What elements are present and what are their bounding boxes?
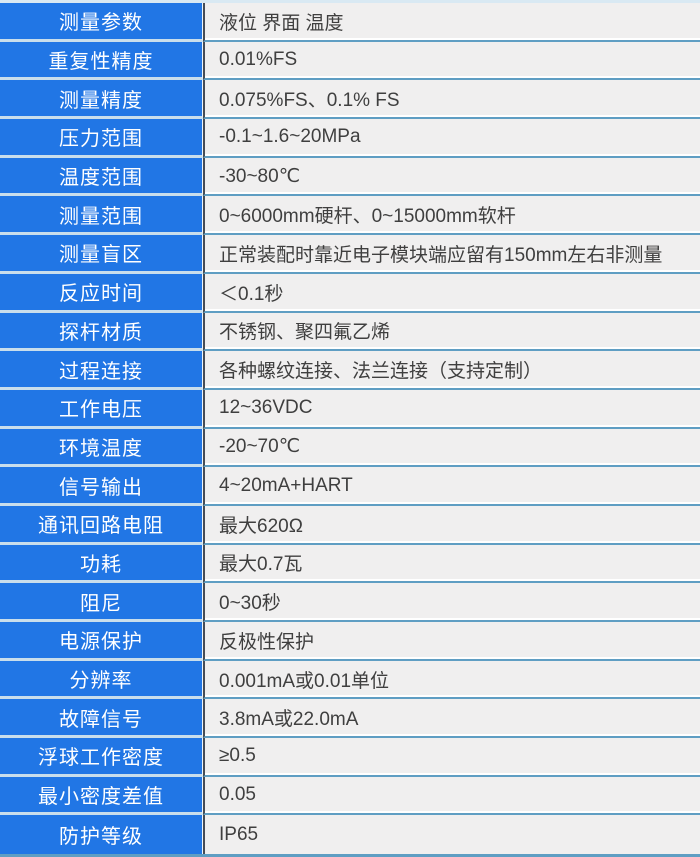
spec-value-cell: 液位 界面 温度 xyxy=(203,3,700,42)
spec-label-cell: 测量盲区 xyxy=(0,235,203,274)
spec-label-cell: 功耗 xyxy=(0,544,203,584)
spec-label-cell: 压力范围 xyxy=(0,119,203,158)
spec-label-cell: 环境温度 xyxy=(0,428,203,468)
table-row: 测量范围 0~6000mm硬杆、0~15000mm软杆 xyxy=(0,196,700,236)
table-row: 通讯回路电阻 最大620Ω xyxy=(0,505,700,545)
table-row: 反应时间 ＜0.1秒 xyxy=(0,273,700,313)
spec-value-cell: 12~36VDC xyxy=(203,389,700,429)
spec-value-cell: 0.05 xyxy=(203,776,700,816)
spec-value-cell: -0.1~1.6~20MPa xyxy=(203,119,700,158)
spec-label-cell: 阻尼 xyxy=(0,583,203,622)
table-row: 过程连接 各种螺纹连接、法兰连接（支持定制） xyxy=(0,351,700,390)
spec-label-cell: 故障信号 xyxy=(0,699,203,739)
spec-value-cell: 0.075%FS、0.1% FS xyxy=(203,80,700,120)
spec-label-cell: 工作电压 xyxy=(0,389,203,429)
spec-label-cell: 测量范围 xyxy=(0,196,203,236)
spec-value-cell: 0.001mA或0.01单位 xyxy=(203,660,700,700)
table-row: 防护等级 IP65 xyxy=(0,815,700,855)
spec-label-cell: 通讯回路电阻 xyxy=(0,505,203,545)
table-row: 故障信号 3.8mA或22.0mA xyxy=(0,699,700,739)
spec-value-cell: ＜0.1秒 xyxy=(203,273,700,313)
spec-label-cell: 测量精度 xyxy=(0,80,203,120)
spec-value-cell: 最大0.7瓦 xyxy=(203,544,700,584)
spec-label-cell: 分辨率 xyxy=(0,660,203,700)
table-row: 环境温度 -20~70℃ xyxy=(0,428,700,468)
spec-value-cell: 正常装配时靠近电子模块端应留有150mm左右非测量 xyxy=(203,235,700,274)
spec-value-cell: 4~20mA+HART xyxy=(203,467,700,506)
spec-label-cell: 浮球工作密度 xyxy=(0,738,203,777)
table-row: 测量精度 0.075%FS、0.1% FS xyxy=(0,80,700,120)
spec-value-cell: 各种螺纹连接、法兰连接（支持定制） xyxy=(203,351,700,390)
spec-label-cell: 防护等级 xyxy=(0,815,203,855)
table-row: 电源保护 反极性保护 xyxy=(0,622,700,661)
table-row: 压力范围 -0.1~1.6~20MPa xyxy=(0,119,700,158)
spec-value-cell: IP65 xyxy=(203,815,700,855)
spec-label-cell: 电源保护 xyxy=(0,622,203,661)
spec-label-cell: 过程连接 xyxy=(0,351,203,390)
spec-label-cell: 最小密度差值 xyxy=(0,776,203,816)
table-row: 工作电压 12~36VDC xyxy=(0,389,700,429)
spec-value-cell: -20~70℃ xyxy=(203,428,700,468)
table-row: 探杆材质 不锈钢、聚四氟乙烯 xyxy=(0,312,700,352)
spec-label-cell: 信号输出 xyxy=(0,467,203,506)
table-row: 测量参数 液位 界面 温度 xyxy=(0,3,700,42)
spec-value-cell: 最大620Ω xyxy=(203,505,700,545)
spec-value-cell: 0.01%FS xyxy=(203,41,700,81)
table-row: 测量盲区 正常装配时靠近电子模块端应留有150mm左右非测量 xyxy=(0,235,700,274)
spec-label-cell: 温度范围 xyxy=(0,157,203,197)
spec-label-cell: 探杆材质 xyxy=(0,312,203,352)
spec-label-cell: 测量参数 xyxy=(0,3,203,42)
table-row: 分辨率 0.001mA或0.01单位 xyxy=(0,660,700,700)
table-row: 重复性精度 0.01%FS xyxy=(0,41,700,81)
spec-value-cell: 3.8mA或22.0mA xyxy=(203,699,700,739)
spec-label-cell: 反应时间 xyxy=(0,273,203,313)
spec-value-cell: 不锈钢、聚四氟乙烯 xyxy=(203,312,700,352)
table-row: 最小密度差值 0.05 xyxy=(0,776,700,816)
spec-value-cell: 0~6000mm硬杆、0~15000mm软杆 xyxy=(203,196,700,236)
spec-value-cell: -30~80℃ xyxy=(203,157,700,197)
table-row: 功耗 最大0.7瓦 xyxy=(0,544,700,584)
spec-label-cell: 重复性精度 xyxy=(0,41,203,81)
table-row: 浮球工作密度 ≥0.5 xyxy=(0,738,700,777)
spec-value-cell: ≥0.5 xyxy=(203,738,700,777)
spec-value-cell: 0~30秒 xyxy=(203,583,700,622)
spec-value-cell: 反极性保护 xyxy=(203,622,700,661)
table-row: 阻尼 0~30秒 xyxy=(0,583,700,622)
table-row: 温度范围 -30~80℃ xyxy=(0,157,700,197)
table-row: 信号输出 4~20mA+HART xyxy=(0,467,700,506)
